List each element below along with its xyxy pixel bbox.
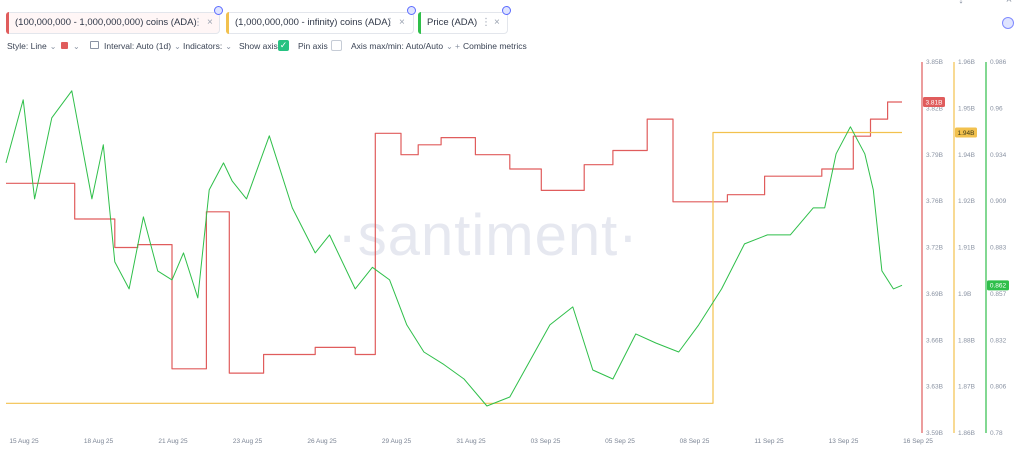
y-tick-label-red: 3.72B [926, 245, 943, 252]
chevron-down-icon: ⌄ [446, 42, 453, 51]
axis-minmax-label: Axis max/min: Auto/Auto [351, 41, 444, 51]
x-tick-label: 08 Sep 25 [680, 438, 710, 445]
last-value-badge-green: 0.862 [987, 280, 1009, 291]
last-value-label-red: 3.81B [926, 99, 943, 106]
series-line-red [6, 101, 902, 374]
indicators-select[interactable]: Indicators: ⌄ [183, 40, 232, 53]
metric-label: (100,000,000 - 1,000,000,000) coins (ADA… [15, 17, 197, 28]
metric-color-bar [226, 12, 229, 34]
series-layer [5, 90, 903, 407]
chevron-down-icon: ⌄ [225, 42, 232, 51]
metric-label: Price (ADA) [427, 17, 478, 28]
y-tick-label-yellow: 1.94B [958, 152, 975, 159]
series-line-green [5, 90, 903, 407]
interval-select[interactable]: Interval: Auto (1d) ⌄ [104, 40, 181, 53]
chart-settings-icon[interactable] [1002, 17, 1014, 29]
last-value-label-green: 0.862 [990, 283, 1007, 290]
metric-close-icon[interactable]: × [399, 17, 405, 28]
y-tick-label-red: 3.85B [926, 59, 943, 66]
metric-settings-icon[interactable] [214, 6, 223, 15]
x-tick-label: 23 Aug 25 [233, 438, 263, 445]
axes-layer: 3.85B 3.82B 3.79B 3.76B 3.72B 3.69B 3.66B 3.63B… [921, 59, 1009, 437]
last-value-badge-yellow: 1.94B [955, 127, 977, 138]
y-tick-label-green: 0.857 [990, 291, 1007, 298]
chevron-down-icon[interactable]: ⌄ [73, 42, 80, 51]
x-tick-label: 15 Aug 25 [9, 438, 39, 445]
y-tick-label-yellow: 1.86B [958, 430, 975, 437]
y-tick-label-green: 0.96 [990, 105, 1003, 112]
last-value-badge-red: 3.81B [923, 96, 945, 107]
metric-settings-icon[interactable] [502, 6, 511, 15]
y-tick-label-yellow: 1.96B [958, 59, 975, 66]
y-tick-label-red: 3.79B [926, 152, 943, 159]
color-picker[interactable] [61, 42, 68, 49]
close-window-icon[interactable]: × [1005, 0, 1013, 6]
x-tick-label: 21 Aug 25 [158, 438, 188, 445]
x-tick-label: 11 Sep 25 [754, 438, 784, 445]
show-axis-label: Show axis [239, 41, 278, 51]
calendar-icon [90, 41, 99, 49]
y-tick-label-red: 3.66B [926, 337, 943, 344]
series-line-yellow [6, 131, 902, 404]
y-tick-label-yellow: 1.88B [958, 337, 975, 344]
y-tick-label-yellow: 1.87B [958, 384, 975, 391]
download-icon[interactable]: ↓ [958, 0, 964, 6]
y-tick-label-yellow: 1.9B [958, 291, 971, 298]
y-tick-label-red: 3.59B [926, 430, 943, 437]
combine-metrics-button[interactable]: + Combine metrics [455, 40, 527, 52]
metric-close-icon[interactable]: × [207, 17, 213, 28]
metric-chip-whales-top[interactable]: (1,000,000,000 - infinity) coins (ADA) ⋮… [226, 6, 416, 34]
x-tick-label: 26 Aug 25 [307, 438, 337, 445]
y-tick-label-red: 3.63B [926, 384, 943, 391]
y-tick-label-green: 0.78 [990, 430, 1003, 437]
combine-metrics-label: Combine metrics [462, 41, 527, 51]
plus-icon: + [455, 41, 460, 51]
top-icon-strip: ↓ × [0, 0, 1024, 8]
y-tick-label-yellow: 1.91B [958, 245, 975, 252]
x-axis: 15 Aug 25 18 Aug 25 21 Aug 25 23 Aug 25 26 A… [9, 438, 933, 445]
interval-label: Interval: Auto (1d) [104, 41, 172, 51]
x-tick-label: 31 Aug 25 [456, 438, 486, 445]
x-tick-label: 13 Sep 25 [829, 438, 859, 445]
pin-axis-label: Pin axis [298, 41, 328, 51]
y-tick-label-green: 0.806 [990, 384, 1007, 391]
metric-settings-icon[interactable] [407, 6, 416, 15]
metric-menu-icon[interactable]: ⋮ [385, 17, 395, 28]
y-tick-label-green: 0.832 [990, 337, 1007, 344]
chart-toolbar: Style: Line ⌄ ⌄ Interval: Auto (1d) ⌄ Indi… [0, 38, 1024, 54]
y-tick-label-red: 3.69B [926, 291, 943, 298]
indicators-label: Indicators: [183, 41, 223, 51]
metric-color-bar [418, 12, 421, 34]
pin-axis-checkbox[interactable] [331, 40, 342, 51]
x-tick-label: 05 Sep 25 [605, 438, 635, 445]
y-tick-label-yellow: 1.95B [958, 105, 975, 112]
metric-close-icon[interactable]: × [494, 17, 500, 28]
santiment-watermark: ·santiment· [337, 203, 638, 268]
x-tick-label: 16 Sep 25 [903, 438, 933, 445]
x-tick-label: 03 Sep 25 [531, 438, 561, 445]
metric-color-bar [6, 12, 9, 34]
chevron-down-icon: ⌄ [174, 42, 181, 51]
y-tick-label-yellow: 1.92B [958, 198, 975, 205]
last-value-label-yellow: 1.94B [958, 130, 975, 137]
style-label: Style: Line [7, 41, 47, 51]
y-tick-label-red: 3.82B [926, 105, 943, 112]
metric-menu-icon[interactable]: ⋮ [193, 17, 203, 28]
y-tick-label-green: 0.883 [990, 245, 1007, 252]
x-tick-label: 18 Aug 25 [84, 438, 114, 445]
y-tick-label-green: 0.909 [990, 198, 1007, 205]
metric-chip-whales-mid[interactable]: (100,000,000 - 1,000,000,000) coins (ADA… [6, 6, 223, 34]
x-tick-label: 29 Aug 25 [382, 438, 412, 445]
axis-minmax-select[interactable]: Axis max/min: Auto/Auto ⌄ [351, 40, 453, 53]
y-tick-label-red: 3.76B [926, 198, 943, 205]
show-axis-checkbox[interactable]: ✓ [278, 40, 289, 51]
style-select[interactable]: Style: Line ⌄ [7, 40, 56, 53]
chevron-down-icon: ⌄ [49, 42, 57, 51]
metric-chip-price[interactable]: Price (ADA) ⋮ × [418, 6, 511, 34]
metric-label: (1,000,000,000 - infinity) coins (ADA) [235, 17, 391, 28]
metric-menu-icon[interactable]: ⋮ [481, 17, 491, 28]
y-tick-label-green: 0.934 [990, 152, 1007, 159]
y-tick-label-green: 0.986 [990, 59, 1007, 66]
